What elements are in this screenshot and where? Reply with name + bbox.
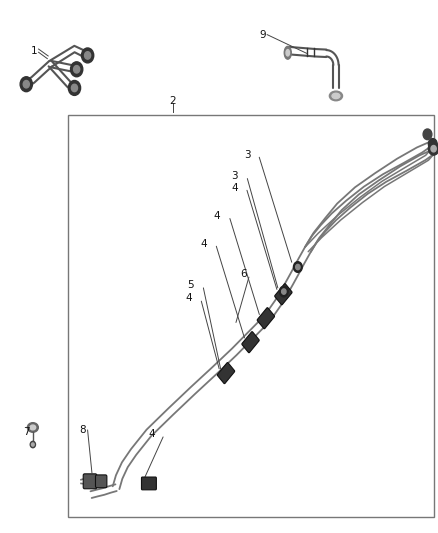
Circle shape (30, 441, 35, 448)
Circle shape (293, 262, 302, 272)
Circle shape (68, 80, 81, 95)
Text: 3: 3 (231, 171, 238, 181)
Text: 3: 3 (244, 150, 251, 159)
Circle shape (428, 139, 437, 149)
Text: 2: 2 (170, 96, 177, 106)
Ellipse shape (30, 425, 36, 430)
Text: 6: 6 (240, 270, 247, 279)
Circle shape (85, 52, 91, 59)
Circle shape (282, 289, 286, 294)
FancyBboxPatch shape (141, 477, 156, 490)
Text: 9: 9 (259, 30, 266, 39)
Circle shape (74, 66, 80, 73)
Circle shape (423, 129, 432, 140)
Ellipse shape (286, 50, 290, 56)
Circle shape (279, 286, 288, 297)
Circle shape (71, 62, 83, 77)
Text: 4: 4 (231, 183, 238, 192)
Circle shape (428, 142, 438, 155)
FancyBboxPatch shape (257, 308, 275, 329)
Circle shape (296, 264, 300, 270)
FancyBboxPatch shape (83, 474, 97, 489)
Ellipse shape (332, 93, 340, 99)
Circle shape (20, 77, 32, 92)
Text: 7: 7 (23, 427, 30, 437)
Ellipse shape (27, 423, 39, 432)
Text: 4: 4 (148, 430, 155, 439)
Text: 5: 5 (187, 280, 194, 290)
FancyBboxPatch shape (242, 332, 259, 353)
Text: 4: 4 (185, 294, 192, 303)
Ellipse shape (284, 46, 291, 59)
FancyBboxPatch shape (275, 284, 292, 305)
FancyBboxPatch shape (217, 362, 235, 384)
Text: 4: 4 (213, 211, 220, 221)
FancyBboxPatch shape (95, 475, 107, 488)
Text: 4: 4 (200, 239, 207, 248)
Text: 1: 1 (30, 46, 37, 55)
Circle shape (23, 80, 29, 88)
Circle shape (71, 84, 78, 92)
Circle shape (431, 146, 436, 152)
Text: 8: 8 (79, 425, 86, 435)
Bar (68, 115, 434, 517)
Circle shape (81, 48, 94, 63)
Ellipse shape (329, 91, 343, 101)
Circle shape (32, 443, 34, 446)
